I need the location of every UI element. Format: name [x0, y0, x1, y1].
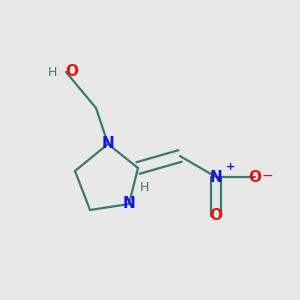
Text: O: O — [209, 208, 223, 224]
Text: O: O — [65, 64, 78, 80]
Text: N: N — [102, 136, 114, 152]
Text: O: O — [248, 169, 262, 184]
Text: N: N — [210, 169, 222, 184]
Text: N: N — [123, 196, 135, 211]
Text: H: H — [48, 65, 57, 79]
Text: H: H — [139, 181, 149, 194]
Text: −: − — [262, 169, 273, 182]
Text: +: + — [226, 162, 235, 172]
